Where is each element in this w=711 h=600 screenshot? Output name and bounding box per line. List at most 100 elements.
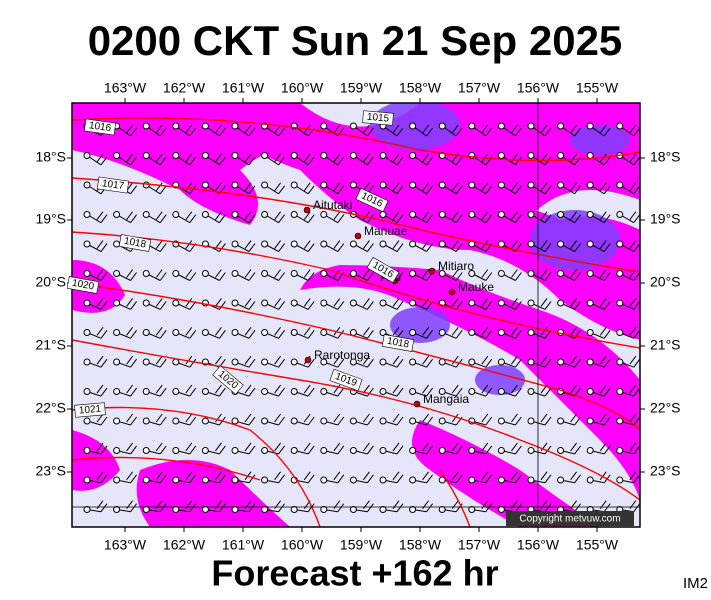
- barb-flag: [540, 240, 548, 249]
- barb-station: [113, 417, 121, 425]
- barb-station: [616, 122, 624, 130]
- wind-barb: [468, 298, 493, 310]
- barb-flag: [218, 127, 226, 137]
- wind-barb: [586, 355, 611, 368]
- barb-flag: [362, 298, 370, 307]
- isobar-label-box: [355, 187, 389, 213]
- barb-flag: [544, 416, 552, 426]
- barb-flag: [510, 355, 518, 365]
- barb-station: [409, 417, 417, 425]
- barb-flag: [629, 153, 637, 163]
- wind-barb: [261, 442, 286, 455]
- wind-barb: [557, 355, 581, 368]
- barb-station: [586, 122, 594, 130]
- wind-barb: [113, 298, 138, 310]
- barb-station: [497, 270, 505, 277]
- barb-flag: [633, 503, 640, 513]
- barb-flag: [130, 185, 138, 195]
- barb-flag: [185, 326, 193, 336]
- barb-station: [586, 211, 594, 218]
- wind-barb: [290, 384, 315, 397]
- barb-flag: [481, 326, 489, 336]
- barb-station: [616, 299, 624, 307]
- longitude-label: 156°W: [517, 80, 560, 96]
- wind-barb: [142, 122, 167, 137]
- wind-barb: [172, 211, 197, 224]
- barb-flag: [599, 298, 607, 307]
- barb-flag: [515, 416, 522, 426]
- barb-flag: [248, 214, 256, 223]
- barb-station: [409, 152, 417, 159]
- wind-barb: [83, 240, 108, 253]
- wind-barb: [261, 384, 286, 397]
- latitude-label: 21°S: [35, 337, 66, 353]
- barb-flag: [244, 240, 252, 249]
- barb-flag: [366, 503, 374, 513]
- place-name: Mangaia: [423, 392, 469, 406]
- barb-flag: [366, 358, 374, 368]
- barb-flag: [426, 214, 434, 223]
- barb-station: [409, 388, 417, 395]
- longitude-label: 162°W: [163, 537, 206, 553]
- barb-station: [468, 211, 476, 218]
- wind-barb: [438, 355, 463, 368]
- barb-flag: [599, 269, 607, 278]
- barb-flag: [510, 413, 518, 423]
- barb-station: [172, 299, 180, 307]
- barb-flag: [189, 156, 197, 166]
- barb-flag: [248, 358, 256, 368]
- barb-flag: [155, 124, 163, 134]
- barb-flag: [485, 185, 493, 195]
- barb-flag: [130, 503, 138, 513]
- barb-flag: [422, 355, 430, 365]
- latitude-label: 21°S: [650, 337, 681, 353]
- barb-flag: [155, 326, 163, 336]
- isobar-label-box: [66, 276, 100, 294]
- barb-station: [349, 358, 357, 366]
- barb-flag: [337, 214, 345, 223]
- barb-station: [527, 329, 535, 336]
- wind-barb: [468, 442, 493, 455]
- barb-station: [497, 506, 505, 513]
- barb-station: [438, 329, 446, 336]
- barb-flag: [100, 272, 108, 281]
- barb-flag: [218, 474, 226, 484]
- barb-flag: [633, 387, 640, 397]
- longitude-label: 156°W: [517, 537, 560, 553]
- wind-barb: [557, 181, 581, 195]
- barb-station: [438, 447, 446, 454]
- barb-station: [142, 358, 150, 366]
- isobar-value: 1020: [71, 278, 95, 293]
- barb-flag: [333, 355, 341, 365]
- barb-flag: [603, 301, 611, 310]
- latitude-label: 23°S: [35, 463, 66, 479]
- barb-flag: [159, 127, 167, 137]
- wind-barb: [616, 413, 640, 426]
- barb-flag: [278, 156, 286, 166]
- map-area: [72, 103, 640, 527]
- longitude-label: 155°W: [576, 537, 619, 553]
- barb-flag: [574, 445, 581, 455]
- barb-flag: [633, 185, 640, 195]
- longitude-label: 157°W: [458, 80, 501, 96]
- barb-flag: [633, 329, 640, 339]
- wind-barb: [231, 326, 256, 339]
- wind-barb: [616, 384, 640, 397]
- barb-flag: [130, 214, 138, 223]
- wind-barb: [409, 298, 434, 310]
- barb-station: [497, 476, 505, 484]
- barb-flag: [307, 301, 315, 310]
- barb-station: [320, 447, 328, 454]
- wind-barb: [468, 211, 493, 224]
- barb-flag: [481, 471, 489, 481]
- barb-station: [113, 476, 121, 484]
- wind-barb: [201, 152, 226, 166]
- barb-flag: [481, 182, 489, 192]
- latitude-label: 19°S: [35, 211, 66, 227]
- latitude-label: 23°S: [650, 463, 681, 479]
- barb-flag: [544, 185, 552, 195]
- barb-flag: [100, 416, 108, 426]
- barb-flag: [485, 416, 493, 426]
- barb-station: [468, 122, 476, 130]
- barb-station: [320, 476, 328, 484]
